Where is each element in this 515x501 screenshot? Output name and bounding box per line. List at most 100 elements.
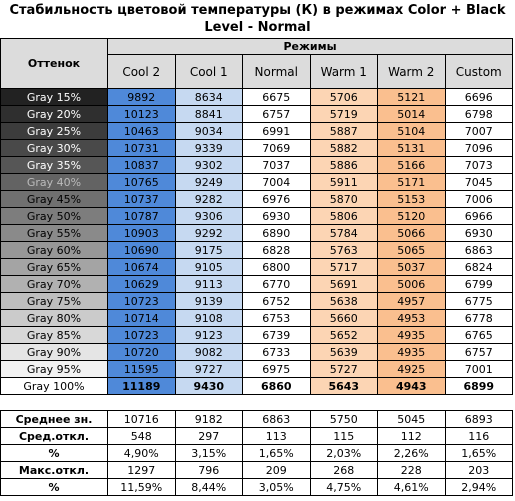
cell: 6752 [242,292,311,310]
summary-row: % 11,59% 8,44% 3,05% 4,75% 4,61% 2,94% [0,478,513,496]
cell: 9727 [174,360,243,378]
cell: 6770 [242,275,311,293]
cell: 10765 [107,173,176,191]
summary-cell: 1,65% [444,444,513,462]
summary-cell: 11,59% [107,478,176,496]
cell: 11595 [107,360,176,378]
cell: 7045 [444,173,513,191]
summary-cell: 1,65% [242,444,311,462]
row-label: Gray 100% [0,377,108,395]
cell: 5131 [377,139,446,157]
row-label: Gray 75% [0,292,108,310]
cell: 7001 [444,360,513,378]
cell: 4943 [377,377,446,395]
row-label: Gray 85% [0,326,108,344]
summary-cell: 209 [242,461,311,479]
cell: 6798 [444,105,513,123]
cell: 6757 [444,343,513,361]
cell: 9292 [174,224,243,242]
column-header: Warm 1 [309,54,378,89]
summary-cell: 112 [377,427,446,445]
cell: 8634 [174,88,243,106]
cell: 5104 [377,122,446,140]
cell: 10723 [107,292,176,310]
cell: 5882 [309,139,378,157]
cell: 9430 [174,377,243,395]
cell: 9892 [107,88,176,106]
group-header: Режимы [107,38,513,55]
summary-label: % [0,444,108,462]
cell: 9082 [174,343,243,361]
cell: 6899 [444,377,513,395]
summary-label: Среднее зн. [0,410,108,428]
data-row: Gray 90% 10720 9082 6733 5639 4935 6757 [0,343,513,361]
row-label: Gray 50% [0,207,108,225]
cell: 9339 [174,139,243,157]
separator [0,394,513,411]
row-label: Gray 35% [0,156,108,174]
cell: 4935 [377,326,446,344]
cell: 6860 [242,377,311,395]
data-row: Gray 80% 10714 9108 6753 5660 4953 6778 [0,309,513,327]
cell: 6828 [242,241,311,259]
data-row: Gray 15% 9892 8634 6675 5706 5121 6696 [0,88,513,106]
cell: 6930 [242,207,311,225]
cell: 5706 [309,88,378,106]
summary-cell: 10716 [107,410,176,428]
cell: 5065 [377,241,446,259]
cell: 10837 [107,156,176,174]
cell: 10690 [107,241,176,259]
row-label: Gray 45% [0,190,108,208]
cell: 6966 [444,207,513,225]
cell: 5153 [377,190,446,208]
cell: 6757 [242,105,311,123]
cell: 5638 [309,292,378,310]
data-row: Gray 95% 11595 9727 6975 5727 4925 7001 [0,360,513,378]
cell: 4925 [377,360,446,378]
cell: 10714 [107,309,176,327]
cell: 5066 [377,224,446,242]
summary-cell: 548 [107,427,176,445]
summary-cell: 113 [242,427,311,445]
cell: 6775 [444,292,513,310]
cell: 6696 [444,88,513,106]
data-row: Gray 40% 10765 9249 7004 5911 5171 7045 [0,173,513,191]
cell: 5120 [377,207,446,225]
summary-cell: 4,90% [107,444,176,462]
cell: 7073 [444,156,513,174]
cell: 6975 [242,360,311,378]
cell: 7007 [444,122,513,140]
cell: 9123 [174,326,243,344]
data-row: Gray 30% 10731 9339 7069 5882 5131 7096 [0,139,513,157]
cell: 10731 [107,139,176,157]
summary-cell: 228 [377,461,446,479]
cell: 9108 [174,309,243,327]
cell: 10674 [107,258,176,276]
cell: 7069 [242,139,311,157]
cell: 9302 [174,156,243,174]
data-row: Gray 100% 11189 9430 6860 5643 4943 6899 [0,377,513,395]
cell: 4953 [377,309,446,327]
summary-row: Сред.откл. 548 297 113 115 112 116 [0,427,513,445]
summary-cell: 3,15% [174,444,243,462]
summary-label: Макс.откл. [0,461,108,479]
summary-row: Среднее зн. 10716 9182 6863 5750 5045 6893 [0,410,513,428]
data-row: Gray 45% 10737 9282 6976 5870 5153 7006 [0,190,513,208]
summary-cell: 5750 [309,410,378,428]
cell: 8841 [174,105,243,123]
cell: 6739 [242,326,311,344]
cell: 5014 [377,105,446,123]
cell: 9282 [174,190,243,208]
summary-cell: 1297 [107,461,176,479]
cell: 9306 [174,207,243,225]
cell: 11189 [107,377,176,395]
data-row: Gray 60% 10690 9175 6828 5763 5065 6863 [0,241,513,259]
summary-cell: 6893 [444,410,513,428]
summary-cell: 203 [444,461,513,479]
cell: 6991 [242,122,311,140]
cell: 5643 [309,377,378,395]
column-header: Warm 2 [377,54,446,89]
cell: 7004 [242,173,311,191]
cell: 6765 [444,326,513,344]
cell: 5806 [309,207,378,225]
